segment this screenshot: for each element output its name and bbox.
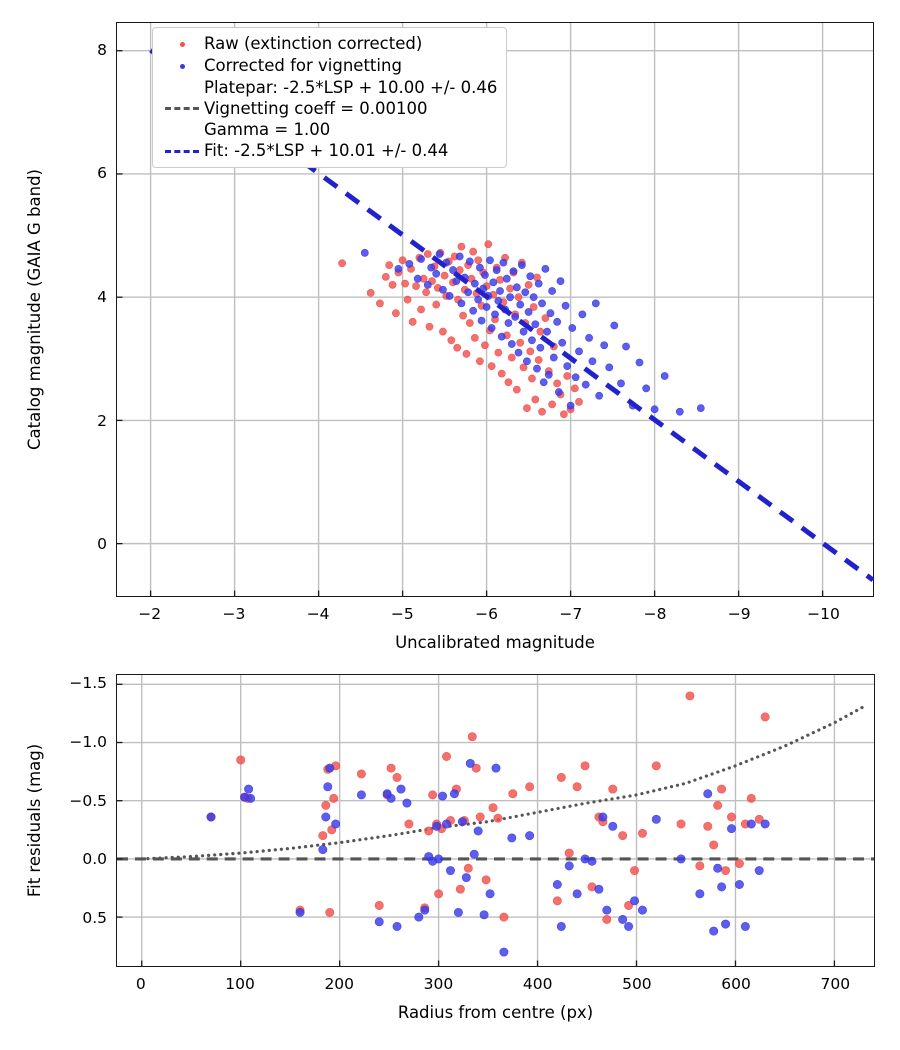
legend-item-label: Fit: -2.5*LSP + 10.01 +/- 0.44 xyxy=(204,141,449,160)
legend-item-label: Corrected for vignetting xyxy=(204,56,402,75)
legend-key-line xyxy=(160,107,204,110)
tick-label-x: −10 xyxy=(807,605,840,623)
tick-label-y: −1.0 xyxy=(69,732,107,751)
tick-label-x: 0 xyxy=(135,975,146,993)
legend-dashed-line-icon xyxy=(165,149,199,153)
tick-label-y: 0.0 xyxy=(82,850,107,869)
tick-label-x: 200 xyxy=(324,975,355,993)
tick-label-x: −7 xyxy=(559,605,583,623)
legend-key-marker xyxy=(160,63,204,69)
tick-label-x: −5 xyxy=(390,605,414,623)
legend-dashed-line-icon xyxy=(165,107,199,110)
tick-label-x: −8 xyxy=(643,605,667,623)
tick-label-x: −9 xyxy=(727,605,751,623)
tick-label-y: −0.5 xyxy=(69,791,107,810)
tick-label-y: 0.5 xyxy=(82,908,107,927)
legend-key-marker xyxy=(160,41,204,47)
top-plot-ylabel: Catalog magnitude (GAIA G band) xyxy=(24,169,44,450)
tick-label-x: 400 xyxy=(522,975,553,993)
tick-label-y: 2 xyxy=(97,411,107,430)
legend-item: Platepar: -2.5*LSP + 10.00 +/- 0.46 Vign… xyxy=(160,77,497,140)
tick-label-y: 6 xyxy=(97,164,107,183)
legend-item-label: Raw (extinction corrected) xyxy=(204,34,423,53)
tick-label-y: 8 xyxy=(97,40,107,59)
legend-item: Corrected for vignetting xyxy=(160,55,497,77)
legend-item: Raw (extinction corrected) xyxy=(160,33,497,55)
top-plot-xlabel: Uncalibrated magnitude xyxy=(395,633,595,652)
legend-marker-icon xyxy=(179,41,185,47)
fit-residuals-canvas xyxy=(117,675,874,966)
tick-label-x: −6 xyxy=(475,605,498,623)
legend-marker-icon xyxy=(179,63,185,69)
tick-label-y: −1.5 xyxy=(69,674,107,693)
tick-label-x: 600 xyxy=(721,975,751,993)
fit-residuals-plot xyxy=(116,674,875,967)
bottom-plot-xlabel: Radius from centre (px) xyxy=(397,1003,594,1022)
legend-item: Fit: -2.5*LSP + 10.01 +/- 0.44 xyxy=(160,140,497,162)
legend: Raw (extinction corrected) Corrected for … xyxy=(152,27,508,168)
tick-label-x: −4 xyxy=(306,605,330,623)
tick-label-x: 100 xyxy=(225,975,255,993)
tick-label-x: 300 xyxy=(423,975,454,993)
tick-label-x: −3 xyxy=(222,605,246,623)
tick-label-y: 0 xyxy=(97,535,107,554)
tick-label-x: 500 xyxy=(622,975,652,993)
legend-key-line xyxy=(160,149,204,153)
tick-label-x: −2 xyxy=(138,605,162,623)
legend-item-label: Platepar: -2.5*LSP + 10.00 +/- 0.46 Vign… xyxy=(204,78,498,139)
tick-label-x: 700 xyxy=(820,975,851,993)
bottom-plot-ylabel: Fit residuals (mag) xyxy=(24,743,44,898)
tick-label-y: 4 xyxy=(97,288,107,307)
